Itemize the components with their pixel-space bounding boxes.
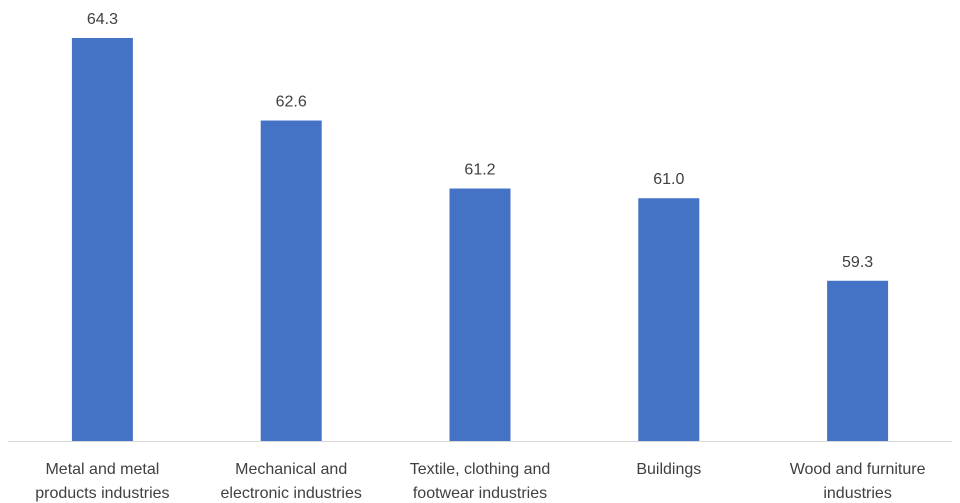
value-labels-group: 64.3 62.6 61.2 61.0 59.3 (87, 11, 873, 271)
category-label-4: Buildings (636, 461, 701, 478)
data-label-3: 61.2 (464, 162, 495, 179)
data-label-1: 64.3 (87, 11, 118, 28)
bar-4 (638, 198, 700, 441)
category-label-2: Mechanical and electronic industries (220, 461, 361, 502)
category-labels-group: Metal and metal products industries Mechan… (35, 461, 925, 502)
category-label-line: Wood and furniture (790, 461, 926, 478)
category-label-line: footwear industries (413, 485, 547, 502)
category-label-1: Metal and metal products industries (35, 461, 169, 502)
bar-1 (71, 38, 133, 441)
category-label-line: Metal and metal (45, 461, 159, 478)
category-label-line: electronic industries (220, 485, 361, 502)
data-label-5: 59.3 (842, 254, 873, 271)
category-label-3: Textile, clothing and footwear industries (410, 461, 551, 502)
data-label-2: 62.6 (276, 94, 307, 111)
bars-group (71, 38, 889, 441)
category-label-line: Textile, clothing and (410, 461, 551, 478)
bar-3 (449, 188, 511, 441)
bar-2 (260, 120, 322, 441)
category-label-line: Buildings (636, 461, 701, 478)
category-label-line: products industries (35, 485, 169, 502)
category-label-5: Wood and furniture industries (790, 461, 926, 502)
data-label-4: 61.0 (653, 171, 684, 188)
bar-5 (827, 280, 889, 441)
category-label-line: Mechanical and (235, 461, 347, 478)
category-label-line: industries (823, 485, 891, 502)
